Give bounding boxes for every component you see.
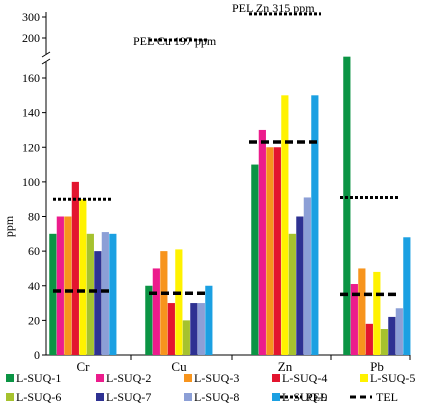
- legend-swatch: [6, 393, 14, 401]
- legend-label: L-SUQ-3: [194, 371, 239, 385]
- y-tick-label: 120: [22, 140, 40, 154]
- y-tick-label: 160: [22, 71, 40, 85]
- bar-L-SUQ-3-Pb: [358, 268, 366, 355]
- legend-swatch: [96, 374, 104, 382]
- y-tick-label: 140: [22, 106, 40, 120]
- bar-L-SUQ-3-Cu: [160, 251, 168, 355]
- x-tick-label: Cr: [77, 359, 91, 374]
- y-tick-label: 300: [22, 10, 40, 24]
- bar-L-SUQ-2-Pb: [350, 284, 358, 355]
- x-tick-label: Zn: [278, 359, 293, 374]
- legend-label: L-SUQ-8: [194, 390, 239, 404]
- bar-L-SUQ-6-Zn: [288, 233, 296, 355]
- bar-L-SUQ-8-Zn: [303, 197, 311, 355]
- legend-label: L-SUQ-6: [16, 390, 61, 404]
- bar-L-SUQ-4-Pb: [365, 323, 373, 355]
- legend-label: L-SUQ-4: [282, 371, 327, 385]
- y-tick-label: 60: [28, 244, 40, 258]
- legend-swatch: [96, 393, 104, 401]
- legend-label: TEL: [376, 390, 398, 404]
- axis-break-mark: [41, 51, 51, 58]
- legend-swatch: [184, 374, 192, 382]
- chart-bars: [49, 56, 411, 356]
- x-tick-label: Cu: [171, 359, 187, 374]
- bar-L-SUQ-8-Cr: [101, 232, 109, 355]
- chart-labels: 0 20 40 60 80 100 120 140 160 200 300 ppm Cr Cu Zn Pb PE…: [2, 1, 384, 374]
- annotation-pel-cu: PEL Cu 197 ppm: [133, 34, 217, 48]
- bar-L-SUQ-7-Pb: [388, 316, 396, 355]
- bar-L-SUQ-4-Zn: [273, 147, 281, 355]
- y-tick-label: 100: [22, 175, 40, 189]
- legend-swatch: [6, 374, 14, 382]
- bar-L-SUQ-1-Zn: [251, 164, 259, 355]
- y-axis-title: ppm: [2, 215, 16, 237]
- y-tick-label: 80: [28, 210, 40, 224]
- y-tick-label: 200: [22, 31, 40, 45]
- bar-L-SUQ-3-Zn: [266, 147, 274, 355]
- bar-L-SUQ-4-Cr: [71, 181, 79, 355]
- bar-L-SUQ-2-Cr: [56, 216, 64, 355]
- bar-L-SUQ-9-Pb: [403, 237, 411, 355]
- bar-L-SUQ-1-Cr: [49, 233, 57, 355]
- bar-L-SUQ-7-Cu: [190, 303, 198, 355]
- reference-lines: [53, 12, 400, 297]
- bar-L-SUQ-9-Cu: [205, 285, 213, 355]
- bar-L-SUQ-5-Zn: [281, 95, 289, 355]
- legend-swatch: [272, 393, 280, 401]
- axis-break-mark: [41, 58, 51, 65]
- x-tick-label: Pb: [370, 359, 384, 374]
- legend-swatch: [272, 374, 280, 382]
- chart-legend: L-SUQ-1 L-SUQ-2 L-SUQ-3 L-SUQ-4 L-SUQ-5 L-SUQ…: [6, 371, 415, 404]
- bar-L-SUQ-7-Cr: [94, 251, 102, 355]
- y-tick-label: 40: [28, 279, 40, 293]
- legend-swatch: [360, 374, 368, 382]
- bar-L-SUQ-2-Zn: [258, 129, 266, 355]
- legend-swatch: [184, 393, 192, 401]
- bar-L-SUQ-9-Zn: [311, 95, 319, 355]
- legend-label: L-SUQ-2: [106, 371, 151, 385]
- bar-L-SUQ-3-Cr: [64, 216, 72, 355]
- bar-L-SUQ-1-Pb: [343, 56, 351, 356]
- bar-L-SUQ-6-Cu: [182, 320, 190, 355]
- bar-L-SUQ-6-Cr: [86, 233, 94, 355]
- bar-L-SUQ-5-Cu: [175, 249, 183, 355]
- bar-L-SUQ-1-Cu: [145, 285, 153, 355]
- bar-L-SUQ-6-Pb: [380, 329, 388, 355]
- bar-L-SUQ-2-Cu: [152, 268, 160, 355]
- legend-label: PEL: [306, 390, 327, 404]
- bar-L-SUQ-7-Zn: [296, 216, 304, 355]
- y-tick-label: 20: [28, 313, 40, 327]
- legend-label: L-SUQ-1: [16, 371, 61, 385]
- bar-L-SUQ-5-Cr: [79, 199, 87, 355]
- bar-L-SUQ-8-Cu: [197, 303, 205, 355]
- bar-L-SUQ-4-Cu: [167, 303, 175, 355]
- legend-label: L-SUQ-5: [370, 371, 415, 385]
- bar-L-SUQ-5-Pb: [373, 271, 381, 355]
- y-tick-label: 0: [34, 348, 40, 362]
- annotation-pel-zn: PEL Zn 315 ppm: [232, 1, 315, 15]
- legend-label: L-SUQ-9: [282, 390, 327, 404]
- bar-L-SUQ-8-Pb: [395, 308, 403, 355]
- bar-L-SUQ-9-Cr: [109, 233, 117, 355]
- legend-label: L-SUQ-7: [106, 390, 151, 404]
